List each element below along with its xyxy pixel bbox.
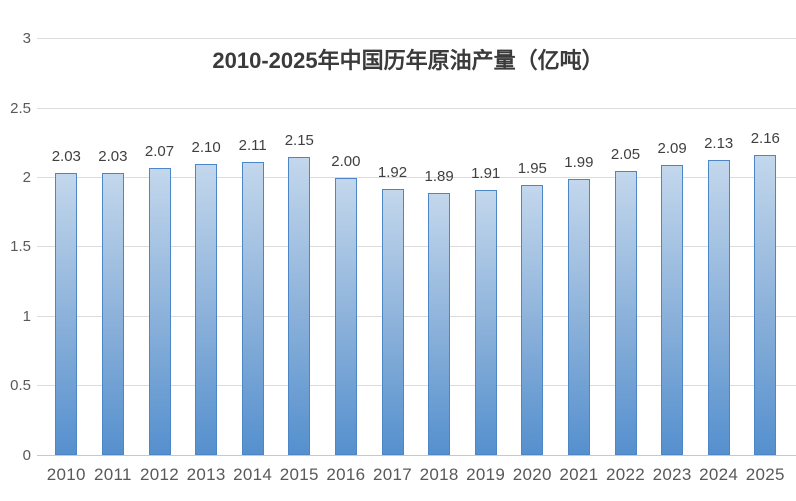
y-axis-tick-label: 2 (22, 169, 31, 187)
x-axis-tick-label: 2018 (419, 465, 459, 484)
x-axis-tick-label: 2014 (233, 465, 273, 484)
bar-2021 (567, 178, 590, 455)
y-axis-tick-label: 2.5 (10, 99, 31, 117)
chart-title: 2010-2025年中国历年原油产量（亿吨） (212, 48, 604, 73)
x-axis-tick-label: 2021 (559, 465, 599, 484)
data-label: 2.05 (610, 145, 641, 163)
y-gridline (37, 315, 796, 317)
y-axis-tick-label: 3 (22, 30, 31, 48)
data-label: 1.95 (517, 159, 547, 177)
bar-2012 (148, 167, 171, 455)
bar-2022 (614, 170, 637, 455)
x-axis-tick-label: 2011 (94, 465, 132, 484)
data-label: 1.91 (471, 165, 501, 183)
bar-2020 (521, 184, 544, 455)
x-axis-tick-label: 2017 (372, 465, 413, 484)
data-label: 2.15 (284, 131, 314, 149)
y-gridline (37, 38, 796, 40)
y-axis-tick-label: 1.5 (10, 238, 31, 256)
y-gridline (37, 107, 796, 109)
data-label: 2.10 (191, 138, 221, 156)
bar-2016 (334, 177, 357, 455)
data-label: 1.89 (424, 167, 454, 185)
y-gridline (37, 177, 796, 179)
x-axis-tick-label: 2012 (139, 465, 180, 484)
bar-2024 (707, 159, 730, 455)
bar-2023 (661, 165, 684, 455)
y-gridline (37, 385, 796, 387)
y-gridline (37, 246, 796, 248)
data-label: 2.09 (657, 140, 687, 158)
data-label: 2.11 (238, 137, 267, 155)
bar-2019 (474, 190, 497, 455)
y-axis-tick-label: 1 (22, 307, 31, 325)
x-axis-tick-label: 2020 (512, 465, 552, 484)
data-label: 2.07 (144, 142, 175, 160)
data-label: 2.16 (750, 130, 780, 148)
x-axis-tick-label: 2015 (279, 465, 319, 484)
bar-2011 (101, 173, 124, 455)
data-label: 2.00 (331, 152, 361, 170)
bar-2013 (195, 163, 218, 455)
bar-2014 (241, 162, 264, 455)
x-axis-line (37, 454, 796, 456)
bar-2015 (288, 156, 311, 455)
x-axis-tick-label: 2016 (326, 465, 366, 484)
x-axis-tick-label: 2024 (699, 465, 739, 484)
data-label: 1.99 (564, 153, 594, 171)
bar-2018 (428, 192, 451, 455)
x-axis-tick-label: 2013 (186, 465, 226, 484)
data-label: 2.03 (51, 148, 81, 166)
bar-2010 (55, 173, 78, 455)
data-label: 2.03 (98, 148, 128, 166)
y-axis-tick-label: 0.5 (10, 377, 31, 395)
x-axis-tick-label: 2023 (652, 465, 692, 484)
y-axis-tick-label: 0 (22, 446, 31, 464)
x-axis-tick-label: 2019 (466, 465, 506, 484)
x-axis-tick-label: 2025 (745, 465, 785, 484)
bar-2025 (754, 155, 777, 455)
data-label: 1.92 (377, 163, 408, 181)
bar-2017 (381, 188, 404, 455)
x-axis-tick-label: 2022 (605, 465, 646, 484)
x-axis-tick-label: 2010 (46, 465, 86, 484)
data-label: 2.13 (704, 134, 734, 152)
